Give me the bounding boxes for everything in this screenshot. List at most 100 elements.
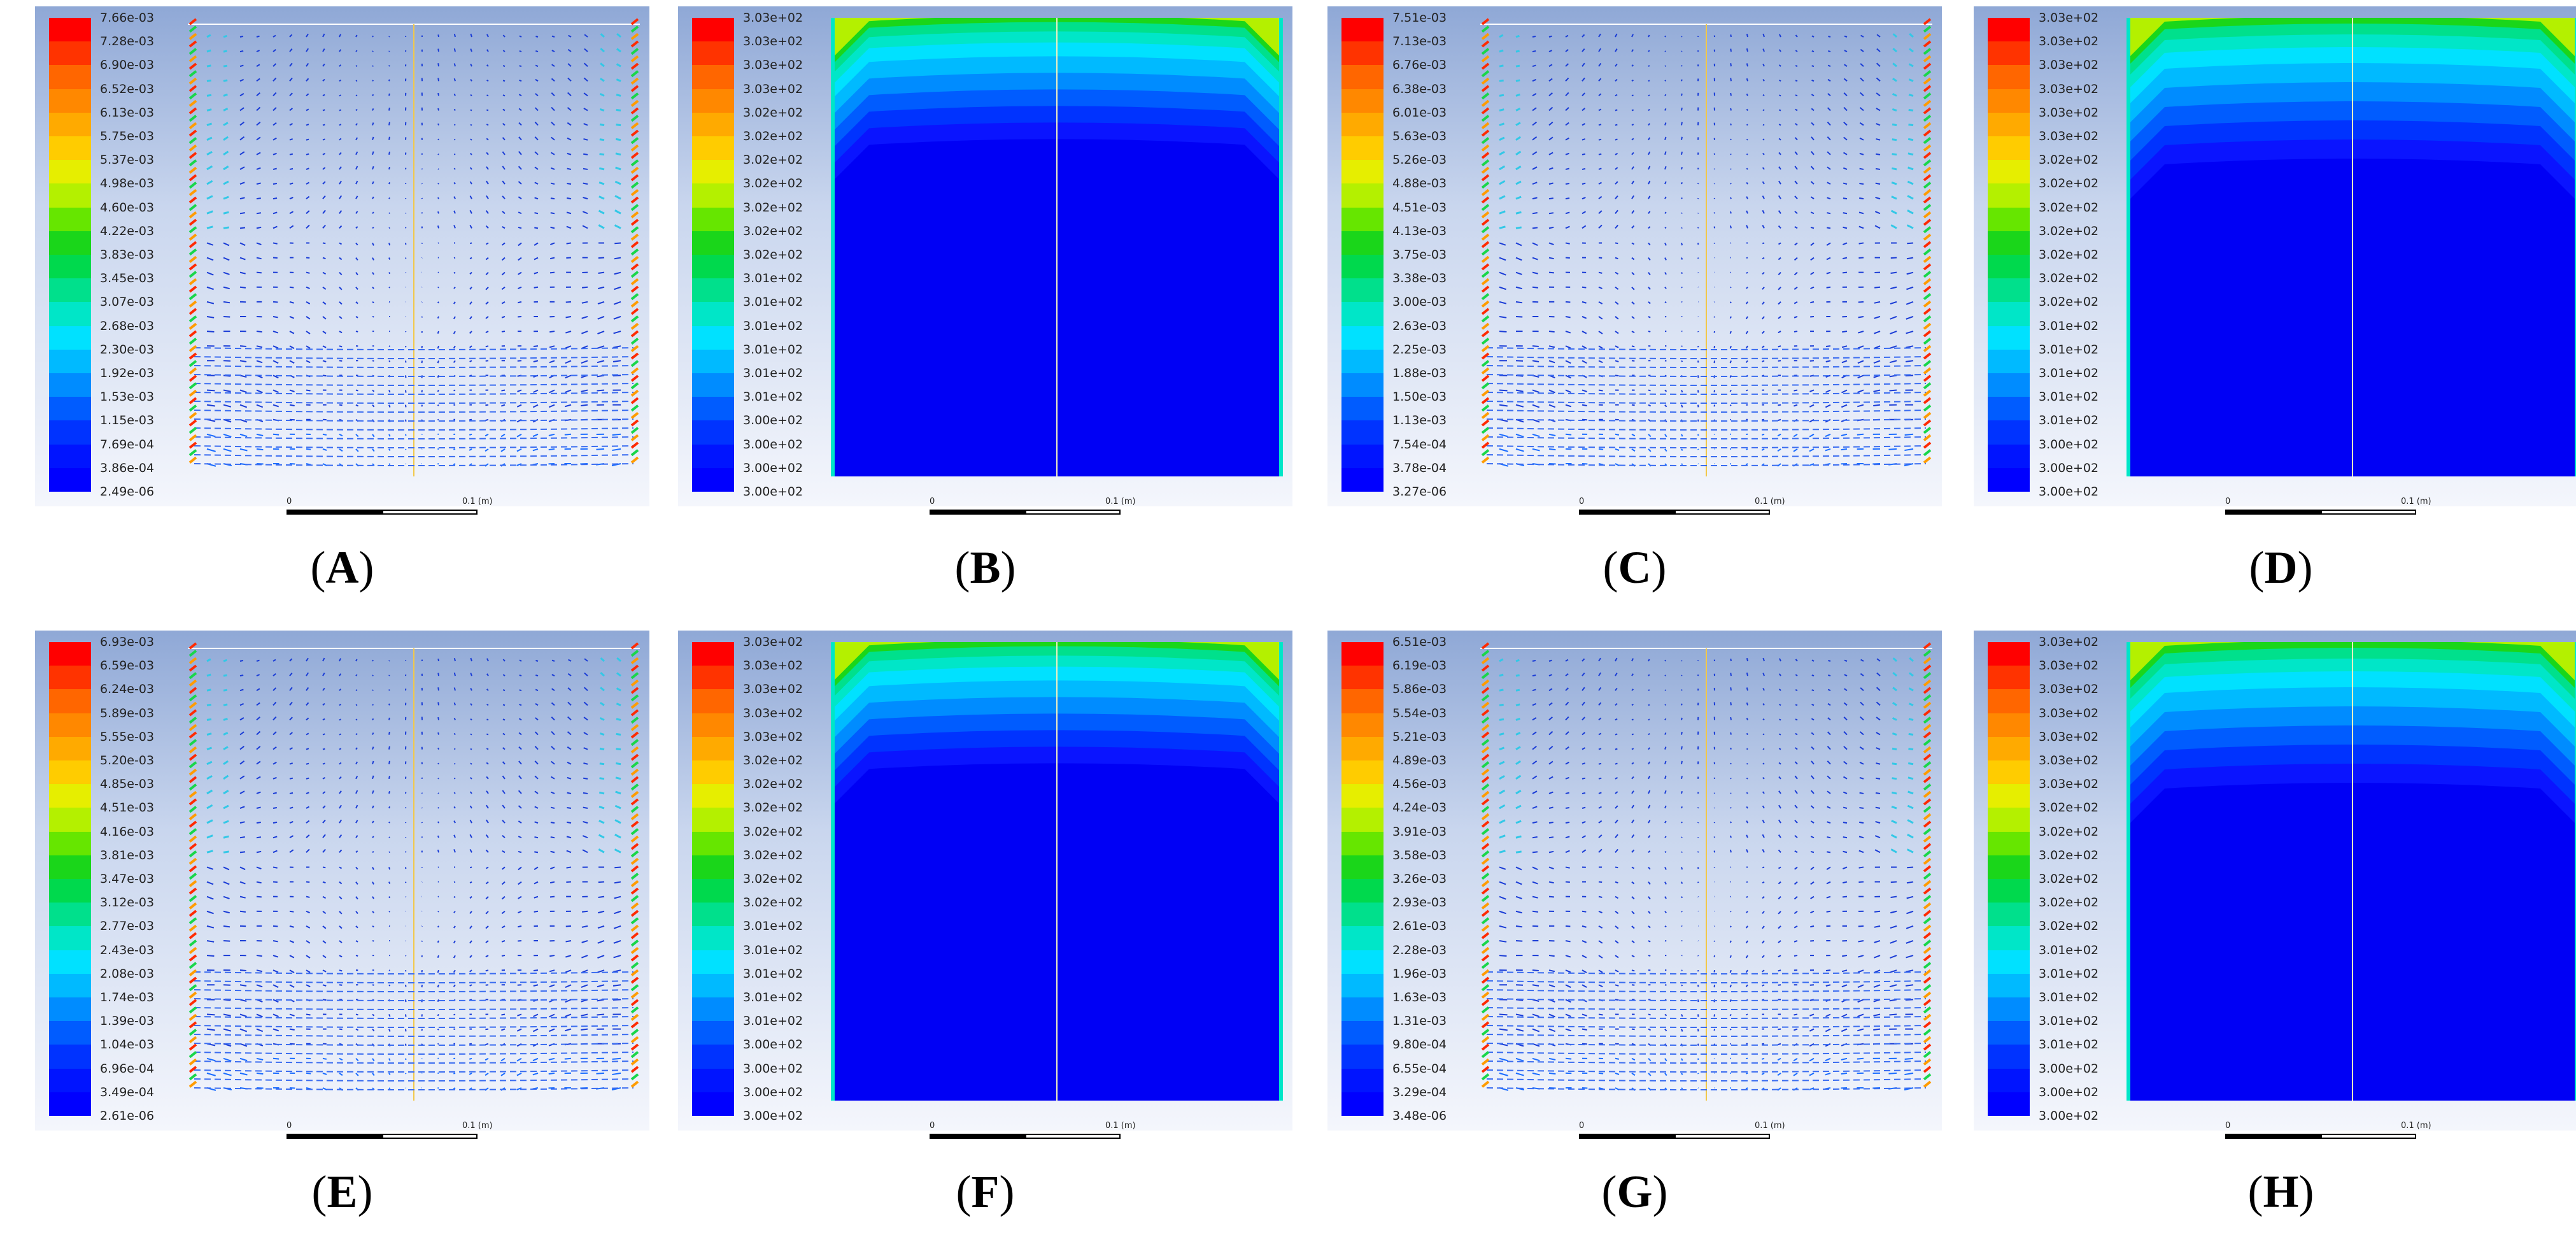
colorbar-tick-label: 7.66e-03: [100, 10, 202, 25]
vector-arrow: [518, 821, 521, 823]
left-wall-vector: [190, 153, 196, 158]
vector-arrow: [356, 882, 358, 885]
vector-arrow: [613, 360, 621, 362]
colorbar-band: [1341, 41, 1384, 66]
right-wall-vector: [1924, 1067, 1930, 1072]
left-wall-vector: [190, 183, 196, 188]
vector-arrow: [567, 212, 571, 213]
scale-start-label: 0: [287, 497, 292, 506]
vector-arrow: [616, 153, 621, 155]
vector-arrow: [1582, 139, 1585, 140]
right-wall-vector: [1924, 703, 1930, 708]
vector-arrow: [1844, 660, 1847, 661]
vector-arrow: [471, 34, 472, 37]
vector-arrow: [1615, 688, 1617, 690]
colorbar-tick-label: 3.01e+02: [743, 966, 845, 981]
right-wall-vector: [632, 339, 638, 344]
right-wall-vector: [632, 41, 638, 46]
vector-arrow: [1890, 287, 1897, 289]
colorbar-band: [692, 808, 734, 832]
vector-arrow: [613, 970, 621, 972]
panel-caption: (G): [1327, 1166, 1942, 1218]
vector-arrow: [389, 1014, 390, 1017]
colorbar-band: [692, 997, 734, 1022]
scale-end-label: 0.1 (m): [2401, 497, 2431, 506]
vector-arrow: [1906, 985, 1913, 986]
vector-arrow: [533, 1029, 538, 1032]
vector-arrow: [339, 835, 341, 838]
vector-arrow: [438, 926, 439, 927]
vector-arrow: [1876, 732, 1880, 734]
colorbar-band: [49, 808, 91, 832]
vector-arrow: [1681, 911, 1682, 912]
vector-arrow: [486, 911, 488, 914]
vector-arrow: [1859, 227, 1864, 229]
right-wall-vector: [1924, 94, 1930, 99]
vector-arrow: [565, 360, 571, 363]
right-wall-vector: [632, 703, 638, 708]
vector-arrow: [1762, 941, 1764, 943]
vector-arrow: [1599, 78, 1601, 81]
colorbar-tick-label: 4.24e-03: [1392, 800, 1494, 815]
vector-arrow: [568, 92, 571, 96]
vector-arrow: [1858, 970, 1864, 972]
vector-arrow: [1746, 821, 1748, 824]
vector-arrow: [1599, 835, 1602, 838]
right-wall-vector: [1924, 978, 1930, 983]
left-wall-vector: [190, 933, 196, 938]
vector-arrow: [1532, 911, 1538, 912]
right-wall-vector: [632, 955, 638, 960]
left-wall-vector: [190, 242, 196, 247]
colorbar-band: [49, 760, 91, 785]
vector-arrow: [1778, 1073, 1781, 1075]
vector-arrow: [1746, 1014, 1748, 1015]
left-wall-vector: [190, 390, 196, 396]
colorbar-tick-label: 3.26e-03: [1392, 871, 1494, 887]
vector-arrow: [438, 970, 439, 973]
colorbar-tick-label: 3.01e+02: [743, 990, 845, 1005]
colorbar-band: [49, 879, 91, 903]
vector-arrow: [372, 36, 373, 37]
vector-arrow: [1632, 970, 1634, 971]
vector-arrow: [551, 108, 555, 111]
caption-open-paren: (: [2249, 542, 2265, 593]
vector-arrow: [470, 273, 472, 275]
vector-arrow: [437, 1088, 439, 1089]
vector-arrow: [1516, 1029, 1524, 1031]
right-wall-vector: [632, 242, 638, 247]
left-wall-vector: [190, 116, 196, 121]
vector-arrow: [1778, 420, 1781, 421]
colorbar-tick-label: 2.28e-03: [1392, 943, 1494, 958]
vector-arrow: [1648, 1059, 1651, 1061]
vector-arrow: [1532, 258, 1538, 260]
vector-arrow: [1632, 273, 1634, 275]
vector-arrow: [1549, 955, 1555, 956]
vector-arrow: [1827, 911, 1830, 912]
vector-arrow: [339, 80, 341, 82]
vector-arrow: [389, 108, 390, 110]
vector-arrow: [1532, 1014, 1539, 1016]
vector-arrow: [438, 360, 439, 363]
right-wall-vector: [1924, 376, 1930, 381]
colorbar-band: [1341, 420, 1384, 445]
vector-arrow: [1599, 331, 1603, 334]
vector-arrow: [1516, 675, 1520, 676]
vector-arrow: [502, 820, 505, 823]
vector-arrow: [1516, 897, 1522, 899]
vector-arrow: [1599, 197, 1602, 199]
vector-arrow: [356, 734, 357, 735]
vector-arrow: [1859, 198, 1864, 199]
vector-arrow: [1665, 660, 1666, 661]
vector-arrow: [454, 317, 455, 319]
vector-arrow: [617, 49, 621, 52]
right-wall-vector: [632, 777, 638, 782]
vector-arrow: [1746, 211, 1748, 213]
vector-arrow: [1532, 227, 1538, 228]
vector-arrow: [1532, 1059, 1539, 1060]
vector-arrow: [486, 867, 488, 868]
vector-arrow: [1566, 331, 1571, 332]
vector-arrow: [582, 317, 588, 318]
vector-arrow: [339, 805, 341, 808]
vector-arrow: [306, 225, 309, 228]
vector-arrow: [257, 93, 260, 96]
